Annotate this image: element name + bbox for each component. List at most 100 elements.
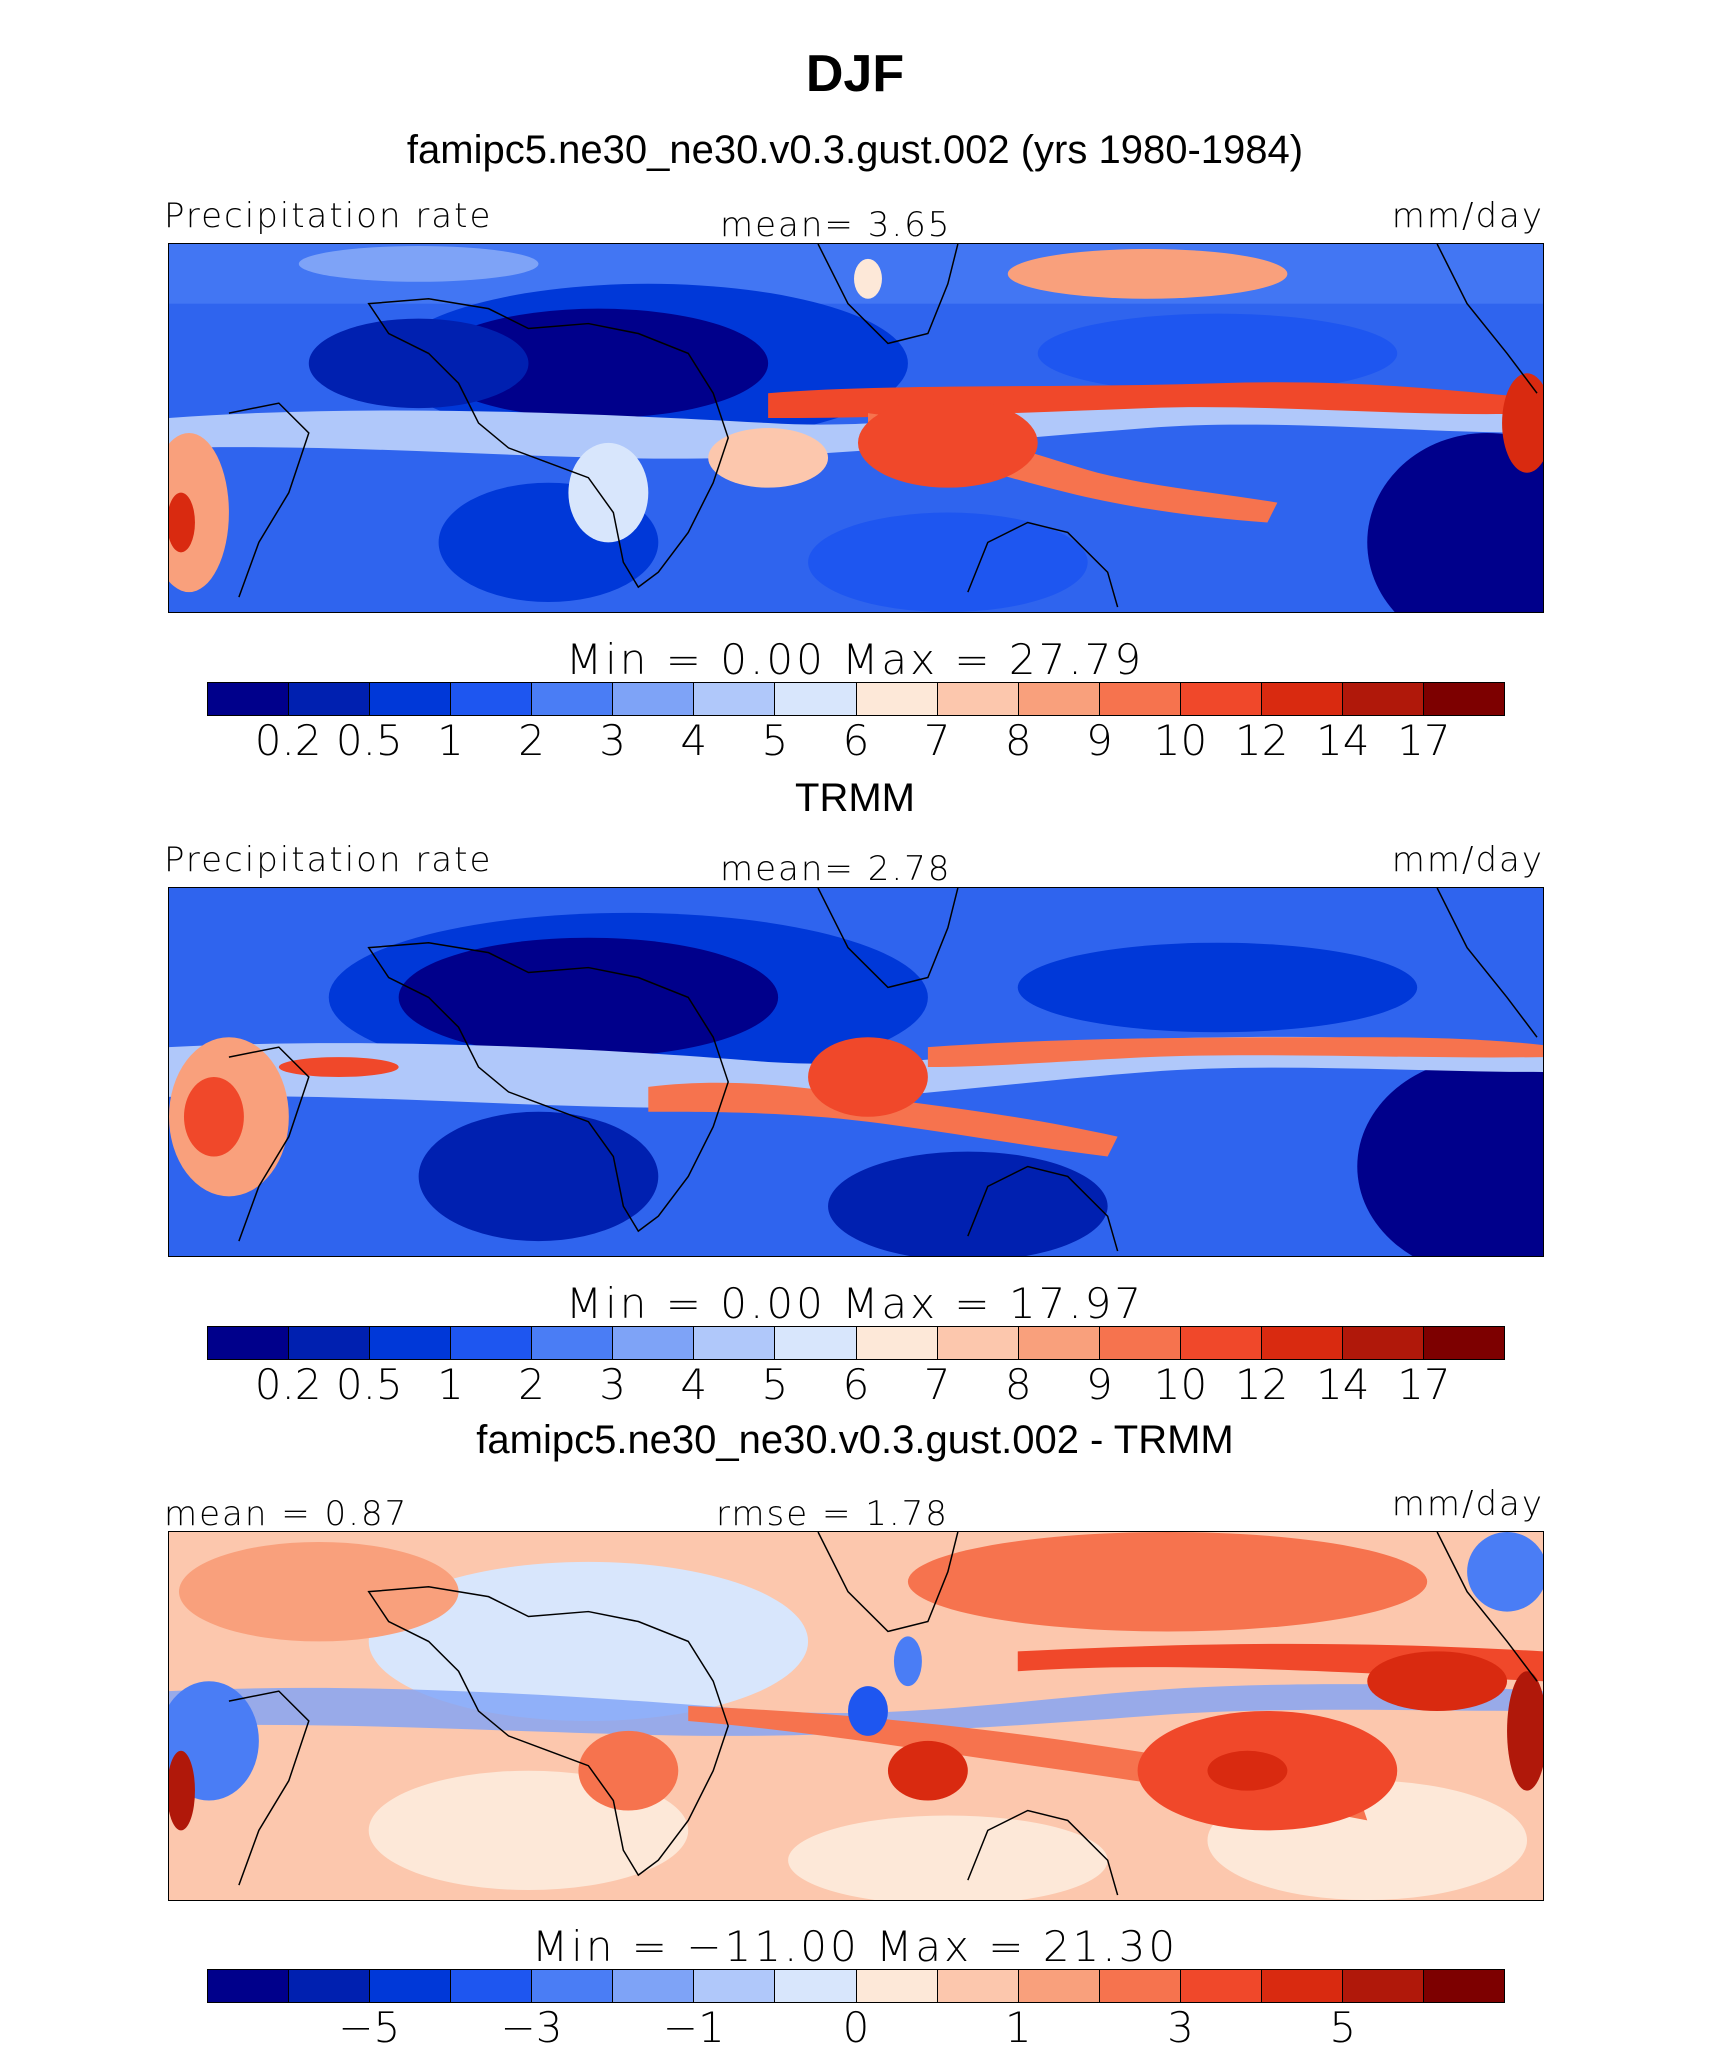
panel-1-minmax: Min = 0.00 Max = 27.79 bbox=[565, 635, 1145, 684]
colorbar-swatch bbox=[1180, 1970, 1262, 2002]
colorbar-swatch bbox=[775, 1327, 857, 1359]
colorbar-tick-label: 9 bbox=[1086, 1360, 1113, 1409]
colorbar-swatch bbox=[1261, 1327, 1343, 1359]
colorbar-tick-label: 7 bbox=[923, 1360, 951, 1409]
colorbar-swatch bbox=[613, 683, 695, 715]
colorbar-swatch bbox=[208, 1327, 290, 1359]
colorbar-swatch bbox=[1099, 1970, 1181, 2002]
colorbar-swatch bbox=[1423, 683, 1504, 715]
colorbar-tick-label: 8 bbox=[1004, 1360, 1032, 1409]
colorbar-swatch bbox=[289, 1970, 371, 2002]
colorbar-tick-label: 1 bbox=[437, 1360, 464, 1409]
colorbar-swatch bbox=[1423, 1970, 1504, 2002]
colorbar-tick-label: 6 bbox=[842, 716, 870, 765]
colorbar-tick-label: 17 bbox=[1397, 1360, 1451, 1409]
panel-1-left-label: Precipitation rate bbox=[164, 196, 493, 236]
colorbar-swatch bbox=[856, 1970, 938, 2002]
colorbar-swatch bbox=[451, 1970, 533, 2002]
colorbar-tick-label: 9 bbox=[1086, 716, 1113, 765]
colorbar-tick-label: 14 bbox=[1316, 1360, 1370, 1409]
colorbar-tick-label: 2 bbox=[518, 1360, 545, 1409]
panel-1-map bbox=[168, 243, 1544, 613]
colorbar-swatch bbox=[1261, 683, 1343, 715]
colorbar-tick-label: 2 bbox=[518, 716, 545, 765]
panel-3-map bbox=[168, 1531, 1544, 1901]
colorbar-tick-label: 7 bbox=[923, 716, 951, 765]
colorbar-swatch bbox=[1423, 1327, 1504, 1359]
colorbar-tick-label: 0 bbox=[842, 2003, 870, 2052]
colorbar-swatch bbox=[1099, 683, 1181, 715]
colorbar-swatch bbox=[1342, 1970, 1424, 2002]
colorbar-tick-label: 5 bbox=[761, 716, 789, 765]
colorbar-tick-label: 3 bbox=[1167, 2003, 1194, 2052]
colorbar-swatch bbox=[937, 1327, 1019, 1359]
colorbar-swatch bbox=[1018, 683, 1100, 715]
colorbar-tick-label: 5 bbox=[761, 1360, 789, 1409]
colorbar-tick-label: 0.2 bbox=[254, 1360, 322, 1409]
figure-title: DJF bbox=[805, 45, 905, 103]
colorbar-tick-label: 1 bbox=[1004, 2003, 1032, 2052]
panel-2-mean-label: mean= 2.78 bbox=[720, 849, 952, 889]
panel-3-title: famipc5.ne30_ne30.v0.3.gust.002 - TRMM bbox=[476, 1418, 1234, 1462]
colorbar-tick-label: −5 bbox=[338, 2003, 401, 2052]
colorbar-swatch bbox=[532, 683, 614, 715]
panel-2-left-label: Precipitation rate bbox=[164, 840, 493, 880]
panel-1-units-label: mm/day bbox=[1391, 196, 1544, 236]
panel-2-colorbar bbox=[207, 1326, 1505, 1360]
colorbar-swatch bbox=[1099, 1327, 1181, 1359]
colorbar-swatch bbox=[613, 1327, 695, 1359]
colorbar-swatch bbox=[289, 1327, 371, 1359]
colorbar-swatch bbox=[1018, 1327, 1100, 1359]
panel-2-minmax: Min = 0.00 Max = 17.97 bbox=[565, 1279, 1145, 1328]
colorbar-swatch bbox=[289, 683, 371, 715]
colorbar-swatch bbox=[1342, 683, 1424, 715]
colorbar-swatch bbox=[1261, 1970, 1343, 2002]
colorbar-swatch bbox=[370, 1327, 452, 1359]
panel-3-rmse-label: rmse = 1.78 bbox=[716, 1494, 949, 1534]
colorbar-tick-label: 6 bbox=[842, 1360, 870, 1409]
colorbar-tick-label: −1 bbox=[662, 2003, 725, 2052]
colorbar-tick-label: 12 bbox=[1234, 1360, 1289, 1409]
colorbar-tick-label: 8 bbox=[1004, 716, 1032, 765]
colorbar-tick-label: 0.2 bbox=[254, 716, 322, 765]
panel-3-minmax: Min = −11.00 Max = 21.30 bbox=[531, 1922, 1179, 1971]
colorbar-swatch bbox=[1018, 1970, 1100, 2002]
colorbar-swatch bbox=[532, 1970, 614, 2002]
colorbar-tick-label: 14 bbox=[1316, 716, 1370, 765]
colorbar-tick-label: 4 bbox=[680, 1360, 708, 1409]
colorbar-swatch bbox=[613, 1970, 695, 2002]
panel-3-mean-label: mean = 0.87 bbox=[164, 1494, 409, 1534]
colorbar-swatch bbox=[694, 1970, 776, 2002]
colorbar-tick-label: 0.5 bbox=[335, 716, 403, 765]
colorbar-swatch bbox=[1180, 1327, 1262, 1359]
colorbar-swatch bbox=[532, 1327, 614, 1359]
colorbar-swatch bbox=[694, 683, 776, 715]
colorbar-swatch bbox=[694, 1327, 776, 1359]
panel-1-mean-label: mean= 3.65 bbox=[720, 205, 952, 245]
colorbar-tick-label: 3 bbox=[599, 1360, 626, 1409]
panel-2-units-label: mm/day bbox=[1391, 840, 1544, 880]
panel-3-units-label: mm/day bbox=[1391, 1484, 1544, 1524]
panel-2-title: TRMM bbox=[795, 776, 915, 820]
colorbar-tick-label: 5 bbox=[1329, 2003, 1357, 2052]
colorbar-swatch bbox=[208, 1970, 290, 2002]
colorbar-swatch bbox=[775, 1970, 857, 2002]
colorbar-tick-label: 10 bbox=[1153, 1360, 1208, 1409]
colorbar-swatch bbox=[370, 683, 452, 715]
colorbar-swatch bbox=[856, 1327, 938, 1359]
colorbar-tick-label: 0.5 bbox=[335, 1360, 403, 1409]
panel-2-map bbox=[168, 887, 1544, 1257]
colorbar-swatch bbox=[937, 683, 1019, 715]
colorbar-swatch bbox=[937, 1970, 1019, 2002]
colorbar-tick-label: 10 bbox=[1153, 716, 1208, 765]
colorbar-swatch bbox=[370, 1970, 452, 2002]
colorbar-swatch bbox=[1342, 1327, 1424, 1359]
panel-1-colorbar bbox=[207, 682, 1505, 716]
colorbar-swatch bbox=[856, 683, 938, 715]
colorbar-swatch bbox=[208, 683, 290, 715]
colorbar-swatch bbox=[451, 1327, 533, 1359]
colorbar-tick-label: 4 bbox=[680, 716, 708, 765]
panel-1-title: famipc5.ne30_ne30.v0.3.gust.002 (yrs 198… bbox=[406, 128, 1304, 172]
colorbar-tick-label: 1 bbox=[437, 716, 464, 765]
colorbar-tick-label: 12 bbox=[1234, 716, 1289, 765]
